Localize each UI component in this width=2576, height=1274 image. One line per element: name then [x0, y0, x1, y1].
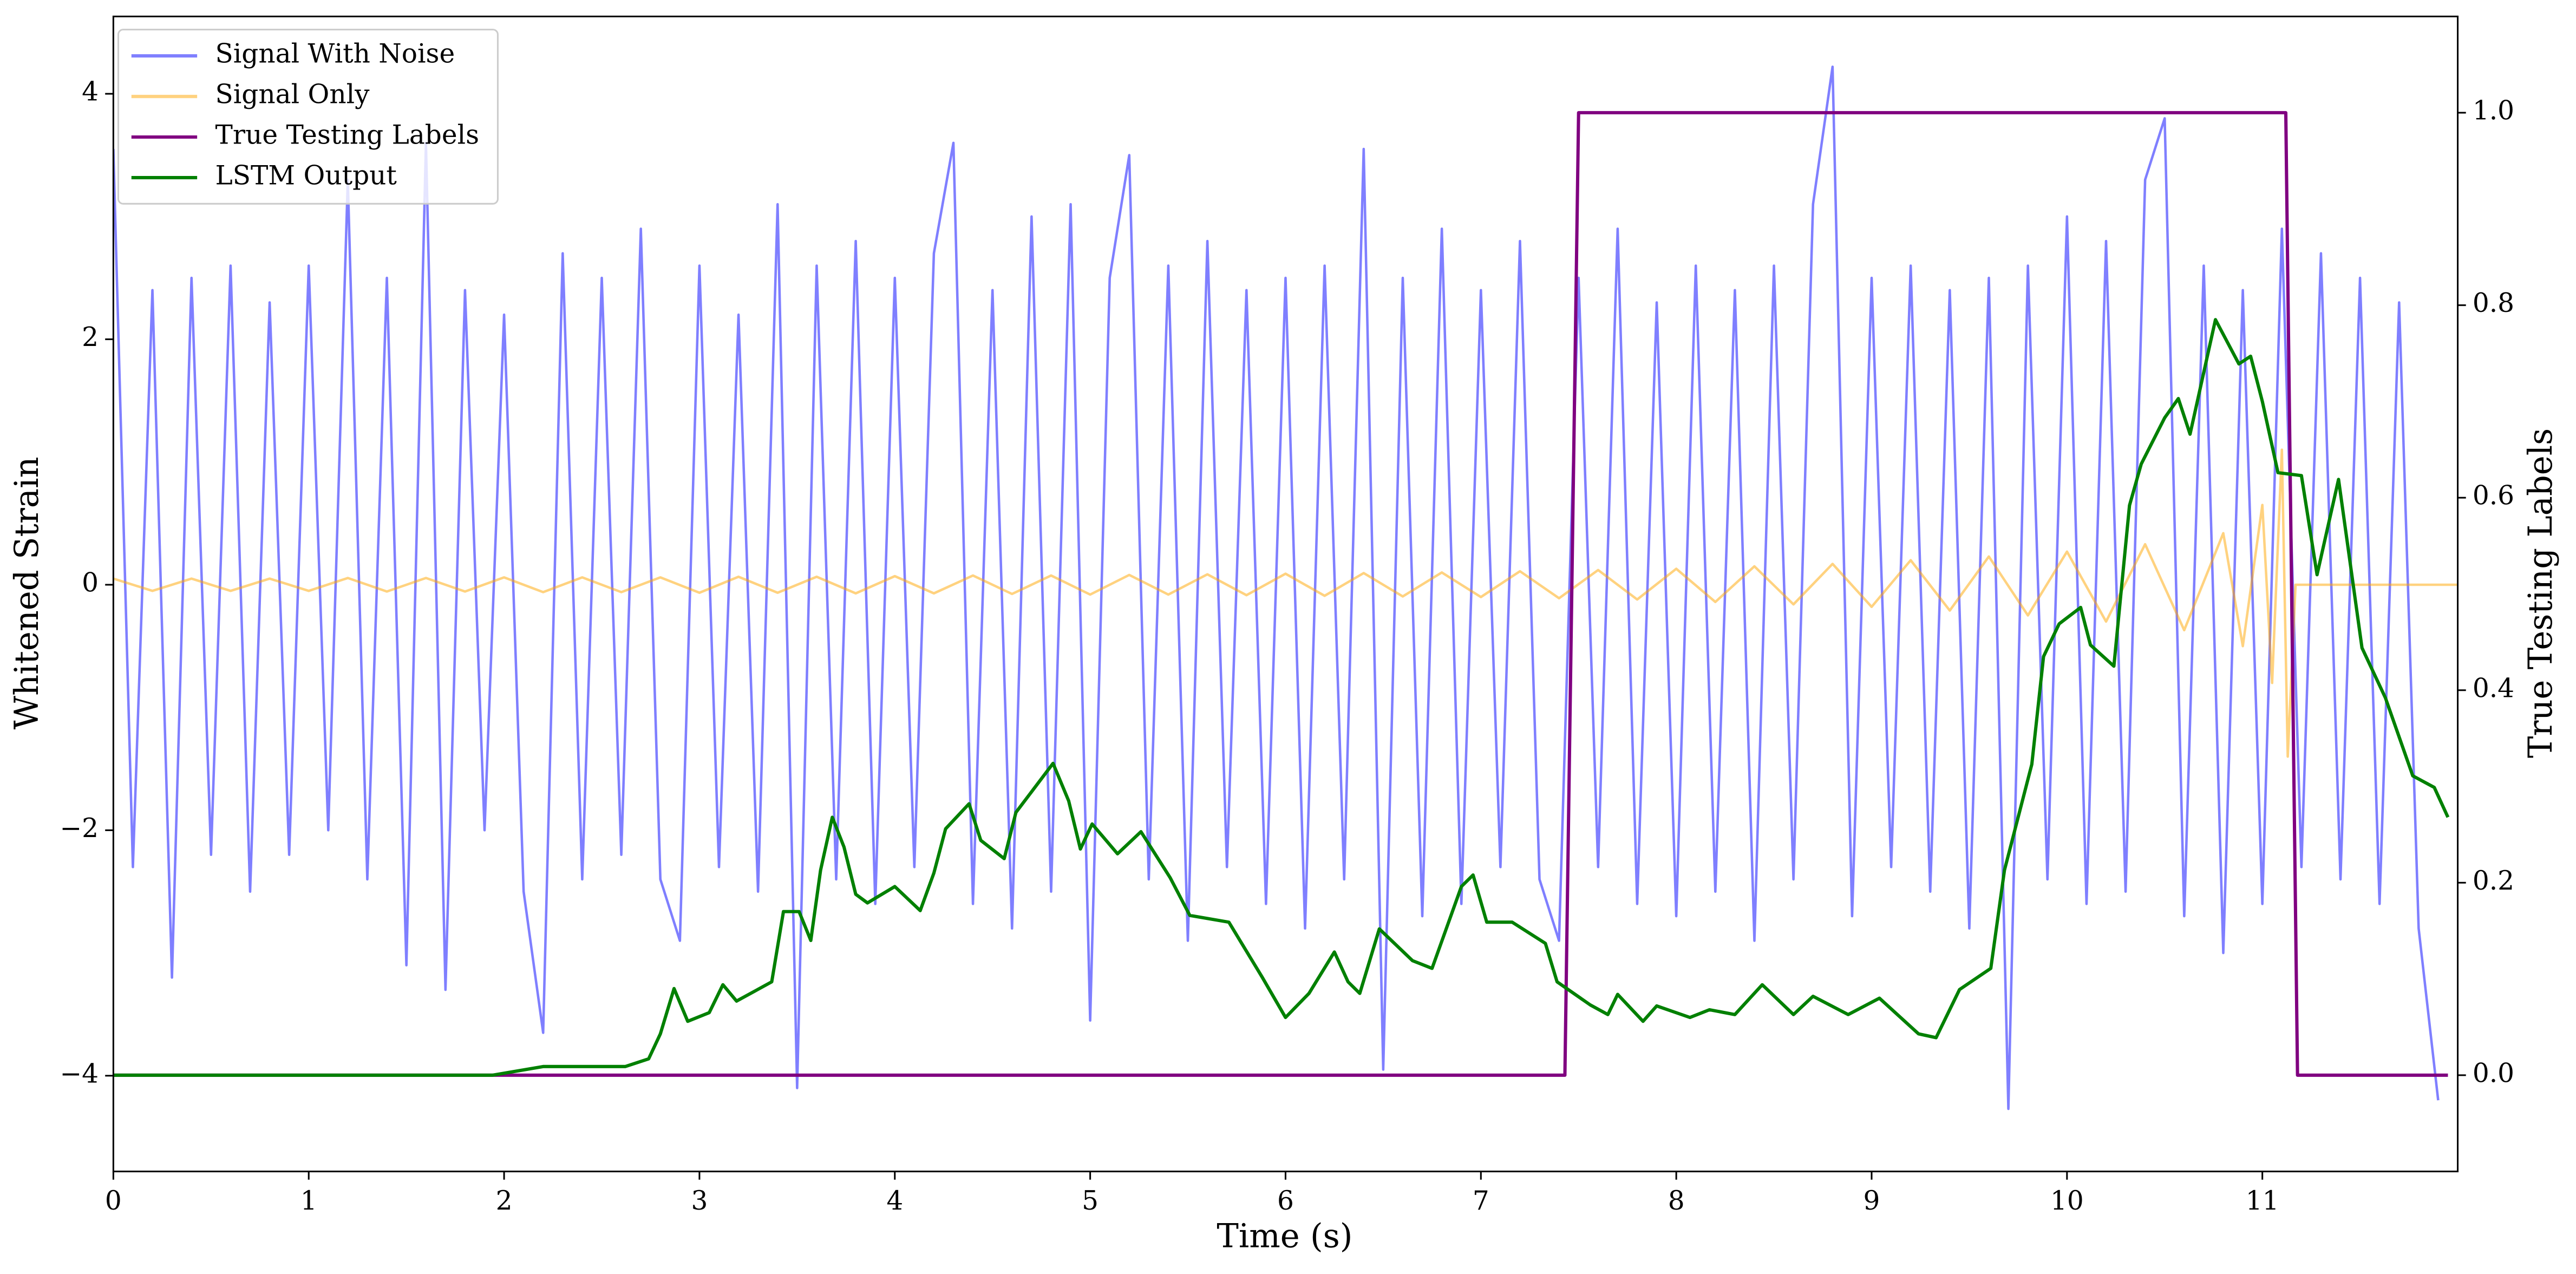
- x-tick-label: 9: [1864, 1186, 1880, 1216]
- series-line: [113, 318, 2450, 1077]
- x-tick-label: 8: [1668, 1186, 1685, 1216]
- series-line: [113, 111, 2448, 1077]
- y-tick-label: 0: [82, 567, 99, 598]
- y2-tick-label: 0.2: [2473, 866, 2514, 896]
- legend-box: [117, 29, 499, 205]
- series-line: [113, 448, 2458, 758]
- x-tick-label: 1: [300, 1186, 317, 1216]
- x-tick-label: 7: [1473, 1186, 1489, 1216]
- x-tick-label: 6: [1277, 1186, 1294, 1216]
- y-axis-label: Whitened Strain: [8, 457, 46, 730]
- plot-frame: [112, 15, 2459, 1173]
- legend-label: True Testing Labels: [215, 120, 480, 151]
- series-line: [113, 66, 2440, 1110]
- legend-label: LSTM Output: [215, 161, 397, 191]
- y-tick-label: 4: [82, 77, 99, 107]
- legend-label: Signal Only: [215, 80, 370, 110]
- y2-tick-label: 0.4: [2473, 673, 2514, 703]
- plot-area: [113, 66, 2458, 1110]
- x-tick-label: 0: [105, 1186, 122, 1216]
- x-tick-label: 4: [886, 1186, 903, 1216]
- y2-tick-label: 1.0: [2473, 96, 2514, 126]
- legend: Signal With Noise Signal Only True Testing…: [117, 29, 499, 205]
- x-tick-label: 11: [2246, 1186, 2279, 1216]
- x-axis-label: Time (s): [1217, 1218, 1352, 1256]
- legend-label: Signal With Noise: [215, 39, 455, 69]
- y-tick-label: −2: [60, 813, 99, 844]
- y2-axis-label: True Testing Labels: [2522, 428, 2560, 758]
- y-tick-label: 2: [82, 322, 99, 352]
- y-tick-label: −4: [60, 1059, 99, 1089]
- x-tick-label: 5: [1082, 1186, 1099, 1216]
- x-tick-label: 3: [691, 1186, 708, 1216]
- x-tick-label: 10: [2050, 1186, 2084, 1216]
- y2-tick-label: 0.6: [2473, 481, 2514, 511]
- y2-tick-label: 0.8: [2473, 288, 2514, 318]
- x-tick-label: 2: [496, 1186, 513, 1216]
- y2-tick-label: 0.0: [2473, 1058, 2514, 1088]
